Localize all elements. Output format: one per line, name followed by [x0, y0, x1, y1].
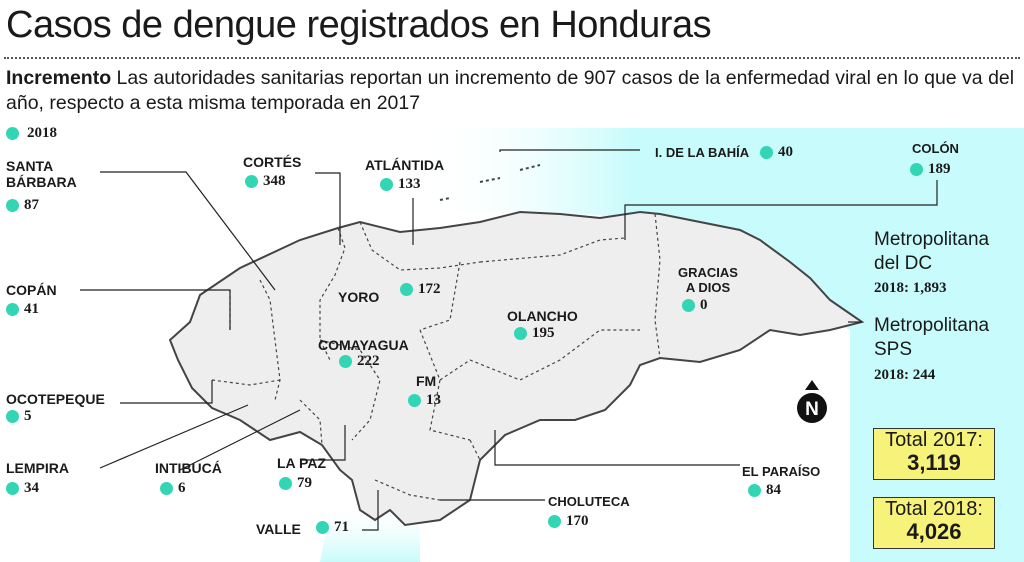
marker-icon	[380, 178, 393, 191]
marker-icon	[245, 175, 258, 188]
label-copan: COPÁN	[6, 282, 57, 298]
value-comayagua: 222	[339, 353, 380, 370]
value-copan: 41	[6, 301, 39, 318]
marker-icon	[6, 410, 19, 423]
value-el-paraiso: 84	[748, 482, 781, 499]
marker-icon	[682, 299, 695, 312]
value-valle: 71	[316, 519, 349, 536]
label-intibuca: INTIBUCÁ	[155, 460, 222, 476]
marker-icon	[6, 199, 19, 212]
intro-text: Incremento Las autoridades sanitarias re…	[6, 66, 1020, 116]
label-comayagua: COMAYAGUA	[318, 337, 409, 353]
marker-icon	[6, 482, 19, 495]
value-lempira: 34	[6, 480, 39, 497]
value-intibuca: 6	[160, 480, 186, 497]
label-santa-barbara: SANTA BÁRBARA	[6, 158, 77, 190]
label-cortes: CORTÉS	[243, 154, 302, 170]
total-2018-value: 4,026	[906, 519, 962, 544]
value-gracias-a-dios: 0	[682, 297, 708, 314]
label-choluteca: CHOLUTECA	[548, 494, 630, 509]
value-ocotepeque: 5	[6, 408, 32, 425]
marker-icon	[279, 477, 292, 490]
legend-label: 2018	[27, 125, 57, 141]
department-borders	[211, 213, 661, 501]
marker-icon	[400, 283, 413, 296]
title-divider	[4, 57, 1020, 59]
label-la-paz: LA PAZ	[277, 455, 326, 471]
value-la-paz: 79	[279, 475, 312, 492]
label-yoro: YORO	[338, 289, 380, 305]
legend: 2018	[6, 125, 57, 142]
marker-icon	[760, 146, 773, 159]
total-2017-label: Total 2017:	[885, 429, 983, 451]
label-atlantida: ATLÁNTIDA	[365, 157, 445, 173]
marker-icon	[6, 303, 19, 316]
total-2017-box: Total 2017: 3,119	[873, 428, 995, 480]
value-santa-barbara: 87	[6, 197, 39, 214]
label-lempira: LEMPIRA	[6, 460, 69, 476]
bay-islands	[439, 164, 541, 201]
page-title: Casos de dengue registrados en Honduras	[6, 4, 712, 46]
total-2018-box: Total 2018: 4,026	[873, 497, 995, 549]
marker-icon	[408, 394, 421, 407]
total-2017-value: 3,119	[907, 450, 961, 475]
marker-icon	[339, 355, 352, 368]
label-olancho: OLANCHO	[507, 308, 578, 324]
label-fm: FM	[416, 373, 437, 389]
marker-icon	[910, 163, 923, 176]
value-yoro: 172	[400, 281, 441, 298]
north-arrow-icon: N	[797, 380, 827, 423]
metro-dc-value: 2018: 1,893	[874, 280, 947, 296]
value-cortes: 348	[245, 173, 286, 190]
value-colon: 189	[910, 161, 951, 178]
label-islas-bahia: I. DE LA BAHÍA	[655, 145, 750, 160]
total-2018-label: Total 2018:	[885, 498, 983, 520]
intro-body: Las autoridades sanitarias reportan un i…	[6, 67, 1015, 114]
label-valle: VALLE	[256, 521, 301, 537]
value-islas-bahia: 40	[760, 144, 793, 161]
leader-lines	[80, 149, 938, 531]
marker-icon	[748, 484, 761, 497]
value-fm: 13	[408, 392, 441, 409]
marker-icon	[548, 515, 561, 528]
metro-sps-label: Metropolitana SPS	[874, 315, 990, 360]
label-colon: COLÓN	[912, 141, 959, 156]
metro-sps-value: 2018: 244	[874, 367, 936, 383]
value-olancho: 195	[514, 325, 555, 342]
marker-icon	[316, 521, 329, 534]
legend-marker-icon	[6, 127, 19, 140]
value-atlantida: 133	[380, 176, 421, 193]
metro-dc-label: Metropolitana del DC	[874, 229, 990, 274]
value-choluteca: 170	[548, 513, 589, 530]
marker-icon	[160, 482, 173, 495]
intro-lead: Incremento	[6, 67, 112, 89]
marker-icon	[514, 327, 527, 340]
north-arrow-label: N	[805, 399, 819, 420]
label-ocotepeque: OCOTEPEQUE	[6, 391, 105, 407]
label-gracias-a-dios: GRACIAS A DIOS	[678, 265, 738, 295]
label-el-paraiso: EL PARAÍSO	[742, 464, 821, 479]
